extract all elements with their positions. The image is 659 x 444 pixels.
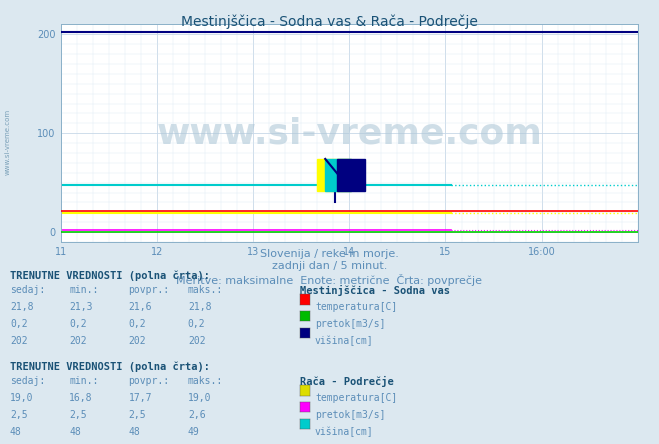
Text: maks.:: maks.: xyxy=(188,285,223,295)
Text: 48: 48 xyxy=(129,427,140,437)
Text: 48: 48 xyxy=(69,427,81,437)
Text: višina[cm]: višina[cm] xyxy=(315,427,374,437)
Text: maks.:: maks.: xyxy=(188,376,223,386)
Text: 0,2: 0,2 xyxy=(10,319,28,329)
Text: min.:: min.: xyxy=(69,376,99,386)
Text: 2,5: 2,5 xyxy=(10,410,28,420)
Text: www.si-vreme.com: www.si-vreme.com xyxy=(156,116,542,150)
Bar xyxy=(337,159,365,190)
Text: 16,8: 16,8 xyxy=(69,393,93,403)
Text: povpr.:: povpr.: xyxy=(129,285,169,295)
Text: 17,7: 17,7 xyxy=(129,393,152,403)
Text: povpr.:: povpr.: xyxy=(129,376,169,386)
Text: temperatura[C]: temperatura[C] xyxy=(315,393,397,403)
Bar xyxy=(317,159,351,190)
Text: 19,0: 19,0 xyxy=(10,393,34,403)
Text: 21,6: 21,6 xyxy=(129,302,152,312)
Text: sedaj:: sedaj: xyxy=(10,285,45,295)
Text: 202: 202 xyxy=(10,336,28,346)
Text: 21,8: 21,8 xyxy=(188,302,212,312)
Text: 202: 202 xyxy=(188,336,206,346)
Text: Meritve: maksimalne  Enote: metrične  Črta: povprečje: Meritve: maksimalne Enote: metrične Črta… xyxy=(177,274,482,285)
Polygon shape xyxy=(325,159,351,190)
Text: 2,5: 2,5 xyxy=(129,410,146,420)
Text: višina[cm]: višina[cm] xyxy=(315,336,374,346)
Text: 49: 49 xyxy=(188,427,200,437)
Text: 19,0: 19,0 xyxy=(188,393,212,403)
Text: 48: 48 xyxy=(10,427,22,437)
Text: 0,2: 0,2 xyxy=(188,319,206,329)
Text: 2,5: 2,5 xyxy=(69,410,87,420)
Text: TRENUTNE VREDNOSTI (polna črta):: TRENUTNE VREDNOSTI (polna črta): xyxy=(10,271,210,281)
Text: 0,2: 0,2 xyxy=(129,319,146,329)
Text: 2,6: 2,6 xyxy=(188,410,206,420)
Text: Slovenija / reke in morje.: Slovenija / reke in morje. xyxy=(260,249,399,259)
Text: pretok[m3/s]: pretok[m3/s] xyxy=(315,319,386,329)
Text: pretok[m3/s]: pretok[m3/s] xyxy=(315,410,386,420)
Text: zadnji dan / 5 minut.: zadnji dan / 5 minut. xyxy=(272,261,387,271)
Text: temperatura[C]: temperatura[C] xyxy=(315,302,397,312)
Text: 21,8: 21,8 xyxy=(10,302,34,312)
Text: 21,3: 21,3 xyxy=(69,302,93,312)
Text: 0,2: 0,2 xyxy=(69,319,87,329)
Text: sedaj:: sedaj: xyxy=(10,376,45,386)
Text: Mestinjščica - Sodna vas: Mestinjščica - Sodna vas xyxy=(300,285,450,296)
Text: Rača - Podrečje: Rača - Podrečje xyxy=(300,376,393,387)
Text: Mestinjščica - Sodna vas & Rača - Podrečje: Mestinjščica - Sodna vas & Rača - Podreč… xyxy=(181,14,478,29)
Text: 202: 202 xyxy=(69,336,87,346)
Text: min.:: min.: xyxy=(69,285,99,295)
Text: TRENUTNE VREDNOSTI (polna črta):: TRENUTNE VREDNOSTI (polna črta): xyxy=(10,362,210,373)
Text: 202: 202 xyxy=(129,336,146,346)
Text: www.si-vreme.com: www.si-vreme.com xyxy=(5,109,11,175)
